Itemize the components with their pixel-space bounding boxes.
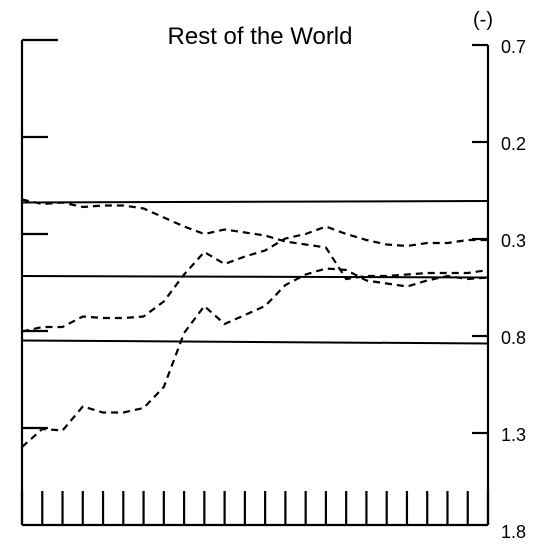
series-line bbox=[21, 267, 489, 448]
right-tick-label: 0.3 bbox=[501, 231, 526, 251]
series-line bbox=[21, 198, 489, 281]
right-tick-label: 0.8 bbox=[501, 328, 526, 348]
left-axis-ticks bbox=[22, 38, 58, 430]
right-tick-label: 0.7 bbox=[501, 37, 526, 57]
series-line bbox=[21, 225, 488, 333]
right-tick-labels: 0.7 0.2 0.3 0.8 1.3 1.8 bbox=[501, 37, 526, 542]
right-tick-label: 0.2 bbox=[501, 134, 526, 154]
x-axis-ticks bbox=[20, 491, 490, 525]
reference-lines bbox=[21, 200, 489, 345]
reference-line bbox=[21, 200, 489, 204]
chart-title: Rest of the World bbox=[168, 23, 353, 50]
unit-label: (-) bbox=[473, 9, 493, 31]
reference-line bbox=[21, 339, 489, 345]
series-lines bbox=[21, 198, 489, 448]
right-tick-label: 1.3 bbox=[501, 425, 526, 445]
right-tick-label: 1.8 bbox=[501, 522, 526, 542]
reference-line bbox=[21, 275, 489, 279]
